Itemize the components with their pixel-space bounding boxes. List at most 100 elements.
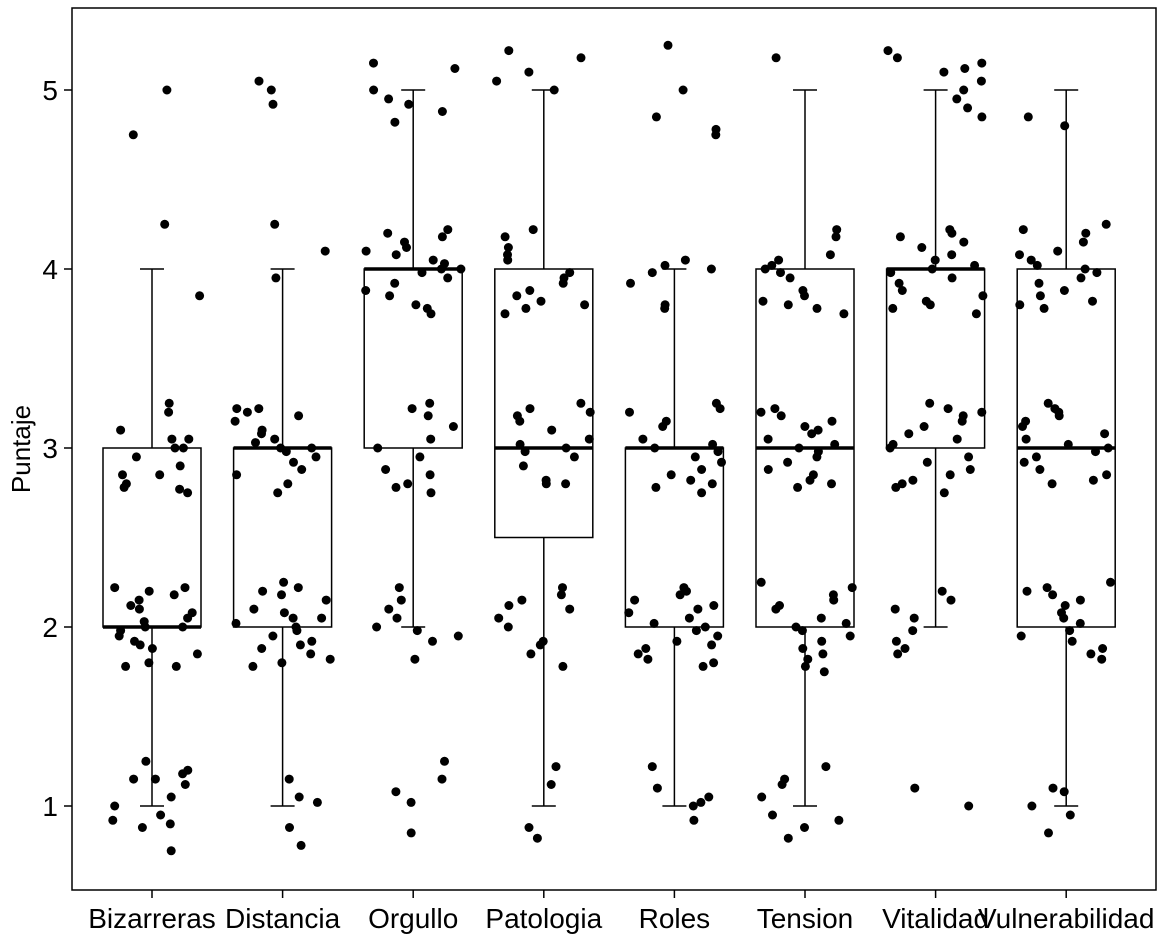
data-point: [426, 488, 436, 498]
box-iqr: [885, 268, 986, 449]
y-axis: 1 2 3 4 5: [42, 75, 72, 822]
data-point: [369, 58, 378, 68]
data-point: [706, 264, 716, 274]
data-point: [546, 780, 556, 789]
data-point: [1031, 452, 1041, 462]
data-point: [1048, 783, 1058, 793]
data-point: [131, 452, 141, 462]
data-point: [708, 439, 718, 449]
y-tick-label: 2: [42, 612, 58, 643]
data-point: [922, 457, 932, 467]
data-point: [121, 661, 131, 671]
data-point: [697, 465, 707, 474]
data-point: [170, 443, 180, 453]
data-point: [369, 85, 379, 95]
data-point: [957, 416, 967, 426]
data-point: [693, 604, 703, 614]
data-point: [180, 780, 190, 789]
data-point: [909, 613, 919, 623]
data-point: [166, 792, 176, 802]
data-point: [641, 644, 651, 653]
data-point: [500, 309, 510, 319]
data-point: [800, 291, 809, 301]
data-point: [184, 434, 194, 444]
data-point: [410, 654, 420, 664]
data-point: [777, 780, 787, 789]
y-tick-label: 1: [42, 791, 58, 822]
data-point: [963, 103, 973, 113]
box-iqr: [363, 268, 463, 449]
data-point: [118, 470, 127, 480]
data-point: [525, 286, 535, 295]
data-point: [1022, 586, 1032, 596]
data-point: [535, 640, 545, 650]
data-point: [825, 250, 835, 260]
data-point: [800, 661, 810, 671]
data-point: [696, 797, 706, 807]
box-vitalidad: [885, 89, 986, 628]
data-point: [249, 604, 259, 614]
data-point: [1102, 470, 1112, 480]
data-point: [829, 595, 839, 605]
data-point: [558, 278, 568, 288]
data-point: [830, 439, 840, 449]
data-point: [254, 76, 264, 86]
data-point: [110, 583, 120, 593]
data-point: [440, 756, 449, 766]
data-point: [283, 479, 293, 489]
data-point: [381, 465, 391, 474]
data-point: [175, 461, 185, 471]
data-point: [770, 404, 780, 414]
data-point: [565, 604, 575, 614]
data-point: [580, 300, 590, 310]
data-point: [406, 797, 416, 807]
y-tick-label: 4: [42, 254, 58, 285]
data-point: [1039, 303, 1049, 313]
data-point: [167, 434, 177, 444]
data-point: [492, 76, 502, 86]
data-point: [110, 801, 120, 811]
data-point: [521, 303, 531, 313]
data-point: [1067, 636, 1077, 646]
data-point: [277, 658, 287, 668]
data-point: [680, 255, 690, 265]
x-tick-label: Vitalidad: [882, 903, 989, 934]
data-point: [385, 291, 395, 301]
data-point: [456, 264, 466, 274]
data-point: [266, 85, 276, 95]
data-point: [652, 783, 662, 793]
data-point: [391, 787, 401, 797]
data-point: [1059, 286, 1069, 295]
data-point: [150, 774, 160, 784]
data-point: [361, 246, 371, 256]
data-point: [891, 482, 901, 492]
data-point: [700, 622, 710, 632]
x-axis: Bizarreras Distancia Orgullo Patologia Roles…: [88, 890, 1154, 934]
data-point: [372, 622, 382, 632]
x-tick-label: Orgullo: [368, 903, 458, 934]
data-point: [1059, 613, 1069, 623]
data-point: [175, 484, 185, 494]
data-point: [526, 649, 536, 659]
data-point: [450, 64, 460, 73]
data-point: [576, 398, 586, 408]
data-point: [453, 631, 463, 641]
data-point: [428, 636, 437, 646]
data-point: [558, 661, 568, 671]
data-point: [288, 613, 298, 623]
data-point: [391, 482, 401, 492]
data-point: [296, 840, 306, 850]
data-point: [767, 260, 777, 270]
box-roles: [624, 268, 725, 807]
data-point: [800, 823, 809, 832]
data-point: [500, 232, 510, 242]
data-point: [437, 774, 447, 784]
data-point: [1086, 649, 1096, 659]
data-point: [1023, 112, 1033, 122]
box-iqr: [232, 447, 333, 628]
data-point: [888, 303, 898, 313]
data-point: [412, 626, 422, 636]
data-point: [532, 833, 542, 843]
data-point: [361, 286, 371, 295]
data-point: [183, 488, 193, 498]
